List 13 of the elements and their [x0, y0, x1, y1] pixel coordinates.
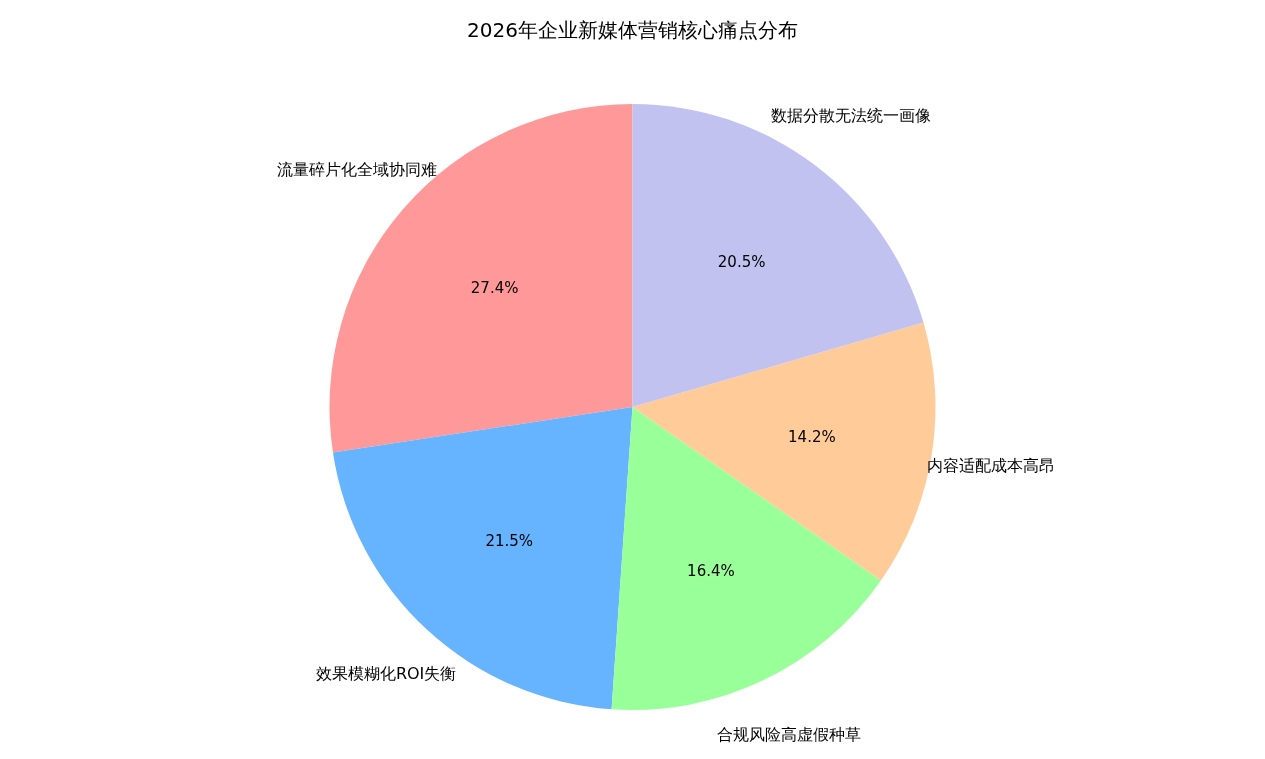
pie-slice	[332, 407, 633, 710]
data-label: 21.5%	[485, 531, 534, 550]
pie-slice	[611, 407, 881, 710]
data-label: 20.5%	[717, 252, 766, 271]
data-label: 16.4%	[687, 562, 735, 581]
slice-label: 数据分散无法统一画像	[770, 106, 931, 126]
slice-label: 合规风险高虚假种草	[717, 725, 862, 745]
data-label: 14.2%	[788, 427, 836, 446]
data-label: 27.4%	[470, 279, 519, 298]
slice-label: 流量碎片化全域协同难	[276, 159, 437, 179]
slice-label: 效果模糊化ROI失衡	[315, 664, 457, 684]
slice-label: 内容适配成本高昂	[927, 456, 1056, 476]
chart-title: 2026年企业新媒体营销核心痛点分布	[467, 18, 798, 42]
